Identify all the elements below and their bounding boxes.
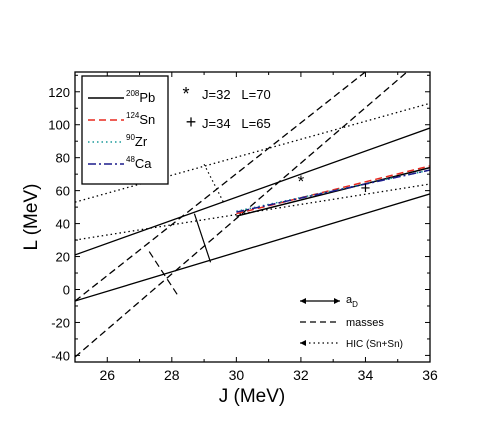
data-points-layer: * + <box>298 172 371 198</box>
legend-label-masses: masses <box>346 317 384 329</box>
y-axis-label: L (MeV) <box>21 184 42 251</box>
band-width-marker-ad <box>193 213 212 263</box>
constraint-line-ad-1 <box>75 193 430 302</box>
legend-arrowhead-hic <box>300 340 306 346</box>
axis-ticks-layer: 26 28 30 32 34 36 -40 -20 0 20 40 60 80 100 120 <box>48 72 438 383</box>
legend-label-hic: HIC (Sn+Sn) <box>346 339 403 350</box>
x-tick-label: 30 <box>229 367 245 383</box>
y-tick-label: -40 <box>51 348 70 363</box>
constraint-line-masses-2 <box>75 72 408 358</box>
x-tick-label: 34 <box>358 367 374 383</box>
star-point-marker: * <box>298 172 305 191</box>
legend-label-ad: aD <box>346 294 358 309</box>
y-tick-label: 0 <box>63 283 70 298</box>
x-axis-label: J (MeV) <box>219 386 286 407</box>
star-marker-icon: * <box>182 84 189 104</box>
constraint-line-hic-4 <box>75 102 430 203</box>
annotation-plus-text: J=34 L=65 <box>202 116 271 131</box>
x-tick-label: 26 <box>99 367 115 383</box>
y-tick-label: -20 <box>51 315 70 330</box>
constraint-legend: aD masses HIC (Sn+Sn) <box>300 294 403 350</box>
nuclei-legend-frame <box>81 75 169 185</box>
band-width-marker-masses <box>148 251 179 297</box>
y-tick-label: 100 <box>48 118 70 133</box>
legend-label-ca: 48Ca <box>126 155 152 171</box>
plot-lines-layer <box>75 72 430 358</box>
constraint-line-hic-5 <box>75 183 430 241</box>
legend-label-pb: 208Pb <box>126 89 155 105</box>
y-tick-label: 60 <box>56 184 70 199</box>
x-tick-label: 32 <box>293 367 309 383</box>
y-tick-label: 20 <box>56 250 70 265</box>
plus-point-marker: + <box>360 178 370 197</box>
plus-marker-icon: + <box>186 112 197 132</box>
y-tick-label: 40 <box>56 217 70 232</box>
legend-label-zr: 90Zr <box>126 133 148 149</box>
constraint-line-masses-3 <box>75 72 367 302</box>
y-tick-label: 80 <box>56 151 70 166</box>
y-tick-label: 120 <box>48 85 70 100</box>
x-tick-label: 28 <box>164 367 180 383</box>
series-line-48ca <box>236 169 430 213</box>
series-line-208pb <box>236 166 430 217</box>
marker-annotations: * J=32 L=70 + J=34 L=65 <box>182 84 270 132</box>
nuclei-legend: 208Pb 124Sn 90Zr 48Ca <box>81 75 169 185</box>
x-tick-label: 36 <box>422 367 438 383</box>
annotation-star-text: J=32 L=70 <box>202 87 271 102</box>
plot-frame <box>74 71 431 363</box>
constraint-line-ad-0 <box>75 127 430 256</box>
series-line-124sn <box>236 165 430 215</box>
legend-label-sn: 124Sn <box>126 111 155 127</box>
